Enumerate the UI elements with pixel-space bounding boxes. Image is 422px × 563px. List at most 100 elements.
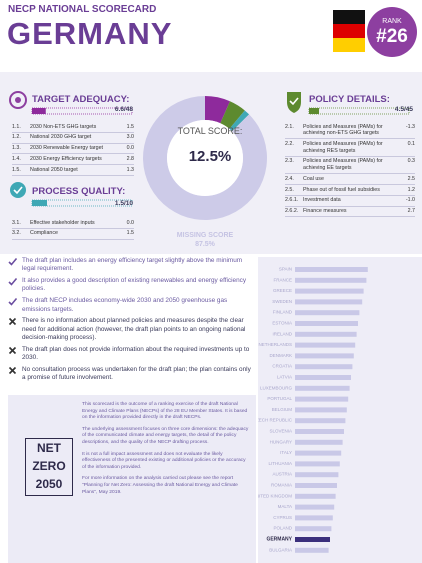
row-id: 2.1. (285, 123, 294, 130)
row-label: National 2030 GHG target (30, 134, 92, 141)
bullet-text: The draft NECP includes economy-wide 203… (22, 297, 228, 313)
row-score: 1.3 (126, 166, 134, 173)
bar (295, 353, 354, 359)
section-title: PROCESS QUALITY: (32, 186, 126, 197)
bar-label: IRELAND (272, 331, 292, 336)
row-id: 1.5. (12, 166, 21, 173)
cross-icon (8, 346, 22, 363)
process-icon (10, 182, 26, 198)
logo-text: 2050 (35, 477, 63, 491)
bar-label: HUNGARY (270, 439, 292, 444)
cross-icon (8, 366, 22, 383)
bar (295, 450, 342, 456)
bar (295, 547, 329, 553)
donut-segment (220, 101, 245, 129)
bullet: The draft NECP includes economy-wide 203… (8, 297, 254, 314)
table-row: 2.6.2. Finance measures 2.7 (285, 207, 415, 218)
bullet: No consultation process was undertaken f… (8, 366, 254, 383)
row-id: 1.2. (12, 134, 21, 141)
row-id: 1.3. (12, 145, 21, 152)
bar-label: SLOVENIA (269, 429, 292, 434)
policy-table: 2.1. Policies and Measures (PAMs) for ach… (285, 122, 415, 218)
bullet-text: The draft plan does not provide informat… (22, 345, 250, 362)
row-score: 3.0 (126, 134, 134, 141)
icon (8, 278, 18, 286)
row-label: 2030 Energy Efficiency targets (30, 155, 102, 162)
rank: #26 (376, 26, 408, 47)
bar (295, 331, 357, 337)
section-score: 4.5/45 (394, 106, 413, 113)
bar (295, 364, 353, 370)
check-icon (8, 257, 22, 274)
row-score: 0.1 (407, 141, 415, 147)
logo: NET ZERO 2050 (25, 438, 73, 496)
ranking-chart: SPAIN FRANCE GREECE SWEDEN FINLAND ESTONIA IRE… (258, 257, 422, 563)
flag-stripe (333, 38, 365, 52)
row-id: 2.6.1. (285, 197, 299, 204)
row-label: Effective stakeholder inputs (30, 219, 95, 226)
section-score: 1.5/10 (114, 200, 133, 207)
bar (295, 321, 358, 326)
info-box (8, 395, 256, 563)
bar-label: PORTUGAL (267, 396, 292, 401)
bar-label: LUXEMBOURG (260, 385, 293, 390)
table-row: 2.4. Coal use 2.5 (285, 174, 415, 186)
bar (295, 385, 350, 391)
bullet: There is no information about planned po… (8, 317, 254, 342)
row-score: 0.3 (407, 158, 415, 165)
row-id: 2.6.2. (285, 208, 299, 215)
section-score: 6.6/48 (114, 106, 133, 113)
table-row: 1.4. 2030 Energy Efficiency targets 2.8 (12, 154, 134, 166)
table-row: 2.2. Policies and Measures (PAMs) for ach… (285, 139, 415, 157)
table-row: 2.5. Phase out of fossil fuel subsidies 1.… (285, 185, 415, 196)
row-label: Coal use (303, 175, 324, 182)
note-paragraph: For more information on the analysis car… (82, 476, 238, 495)
row-id: 3.1. (12, 219, 21, 226)
note-paragraph: This scorecard is the outcome of a ranki… (82, 402, 248, 421)
row-id: 1.4. (12, 155, 21, 162)
bar-label: CZECH REPUBLIC (258, 418, 293, 423)
bullet-text: No consultation process was undertaken f… (22, 366, 251, 382)
policy-icon (289, 97, 299, 106)
row-label: Compliance (30, 230, 58, 237)
gauge-fill (309, 108, 319, 114)
total-label: TOTAL SCORE: (177, 126, 243, 136)
notes: This scorecard is the outcome of a ranki… (82, 402, 250, 501)
row-label: Policies and Measures (PAMs) for achievi… (303, 123, 383, 137)
bar-label: UNITED KINGDOM (258, 493, 292, 498)
bar (295, 439, 343, 445)
logo-text: NET (37, 441, 61, 455)
icon (8, 367, 17, 375)
note-paragraph: The underlying assessment focuses on thr… (82, 426, 249, 446)
bar (295, 483, 337, 488)
row-id: 3.2. (12, 230, 21, 237)
donut-segment (205, 96, 230, 124)
table-row: 1.1. 2030 Non-ETS GHG targets 1.5 (12, 122, 134, 133)
target-icon (9, 91, 27, 109)
bullet-text: There is no information about planned po… (22, 317, 246, 342)
icon (8, 298, 18, 306)
bar (295, 342, 356, 348)
table-row: 3.1. Effective stakeholder inputs 0.0 (12, 218, 134, 229)
bar-label: NETHERLANDS (258, 342, 292, 347)
row-label: Finance measures (303, 208, 347, 215)
bar-label: MALTA (278, 504, 292, 509)
row-label: Phase out of fossil fuel subsidies (303, 186, 380, 193)
bar (295, 267, 368, 272)
donut-segment (229, 110, 250, 132)
bar-label: AUSTRIA (272, 472, 292, 477)
cross-icon (8, 317, 22, 342)
check-icon (8, 297, 22, 314)
table-row: 2.3. Policies and Measures (PAMs) for ach… (285, 157, 415, 175)
bar-label: LITHUANIA (268, 461, 292, 466)
bar-label: GERMANY (266, 537, 292, 543)
missing-value: 87.5% (195, 241, 215, 248)
row-id: 2.3. (285, 158, 294, 165)
bar-label: CROATIA (272, 364, 292, 369)
bar (295, 396, 349, 402)
table-row: 3.2. Compliance 1.5 (12, 229, 134, 240)
bar-label: ESTONIA (272, 321, 292, 326)
bar (295, 526, 332, 532)
bar (295, 461, 340, 467)
